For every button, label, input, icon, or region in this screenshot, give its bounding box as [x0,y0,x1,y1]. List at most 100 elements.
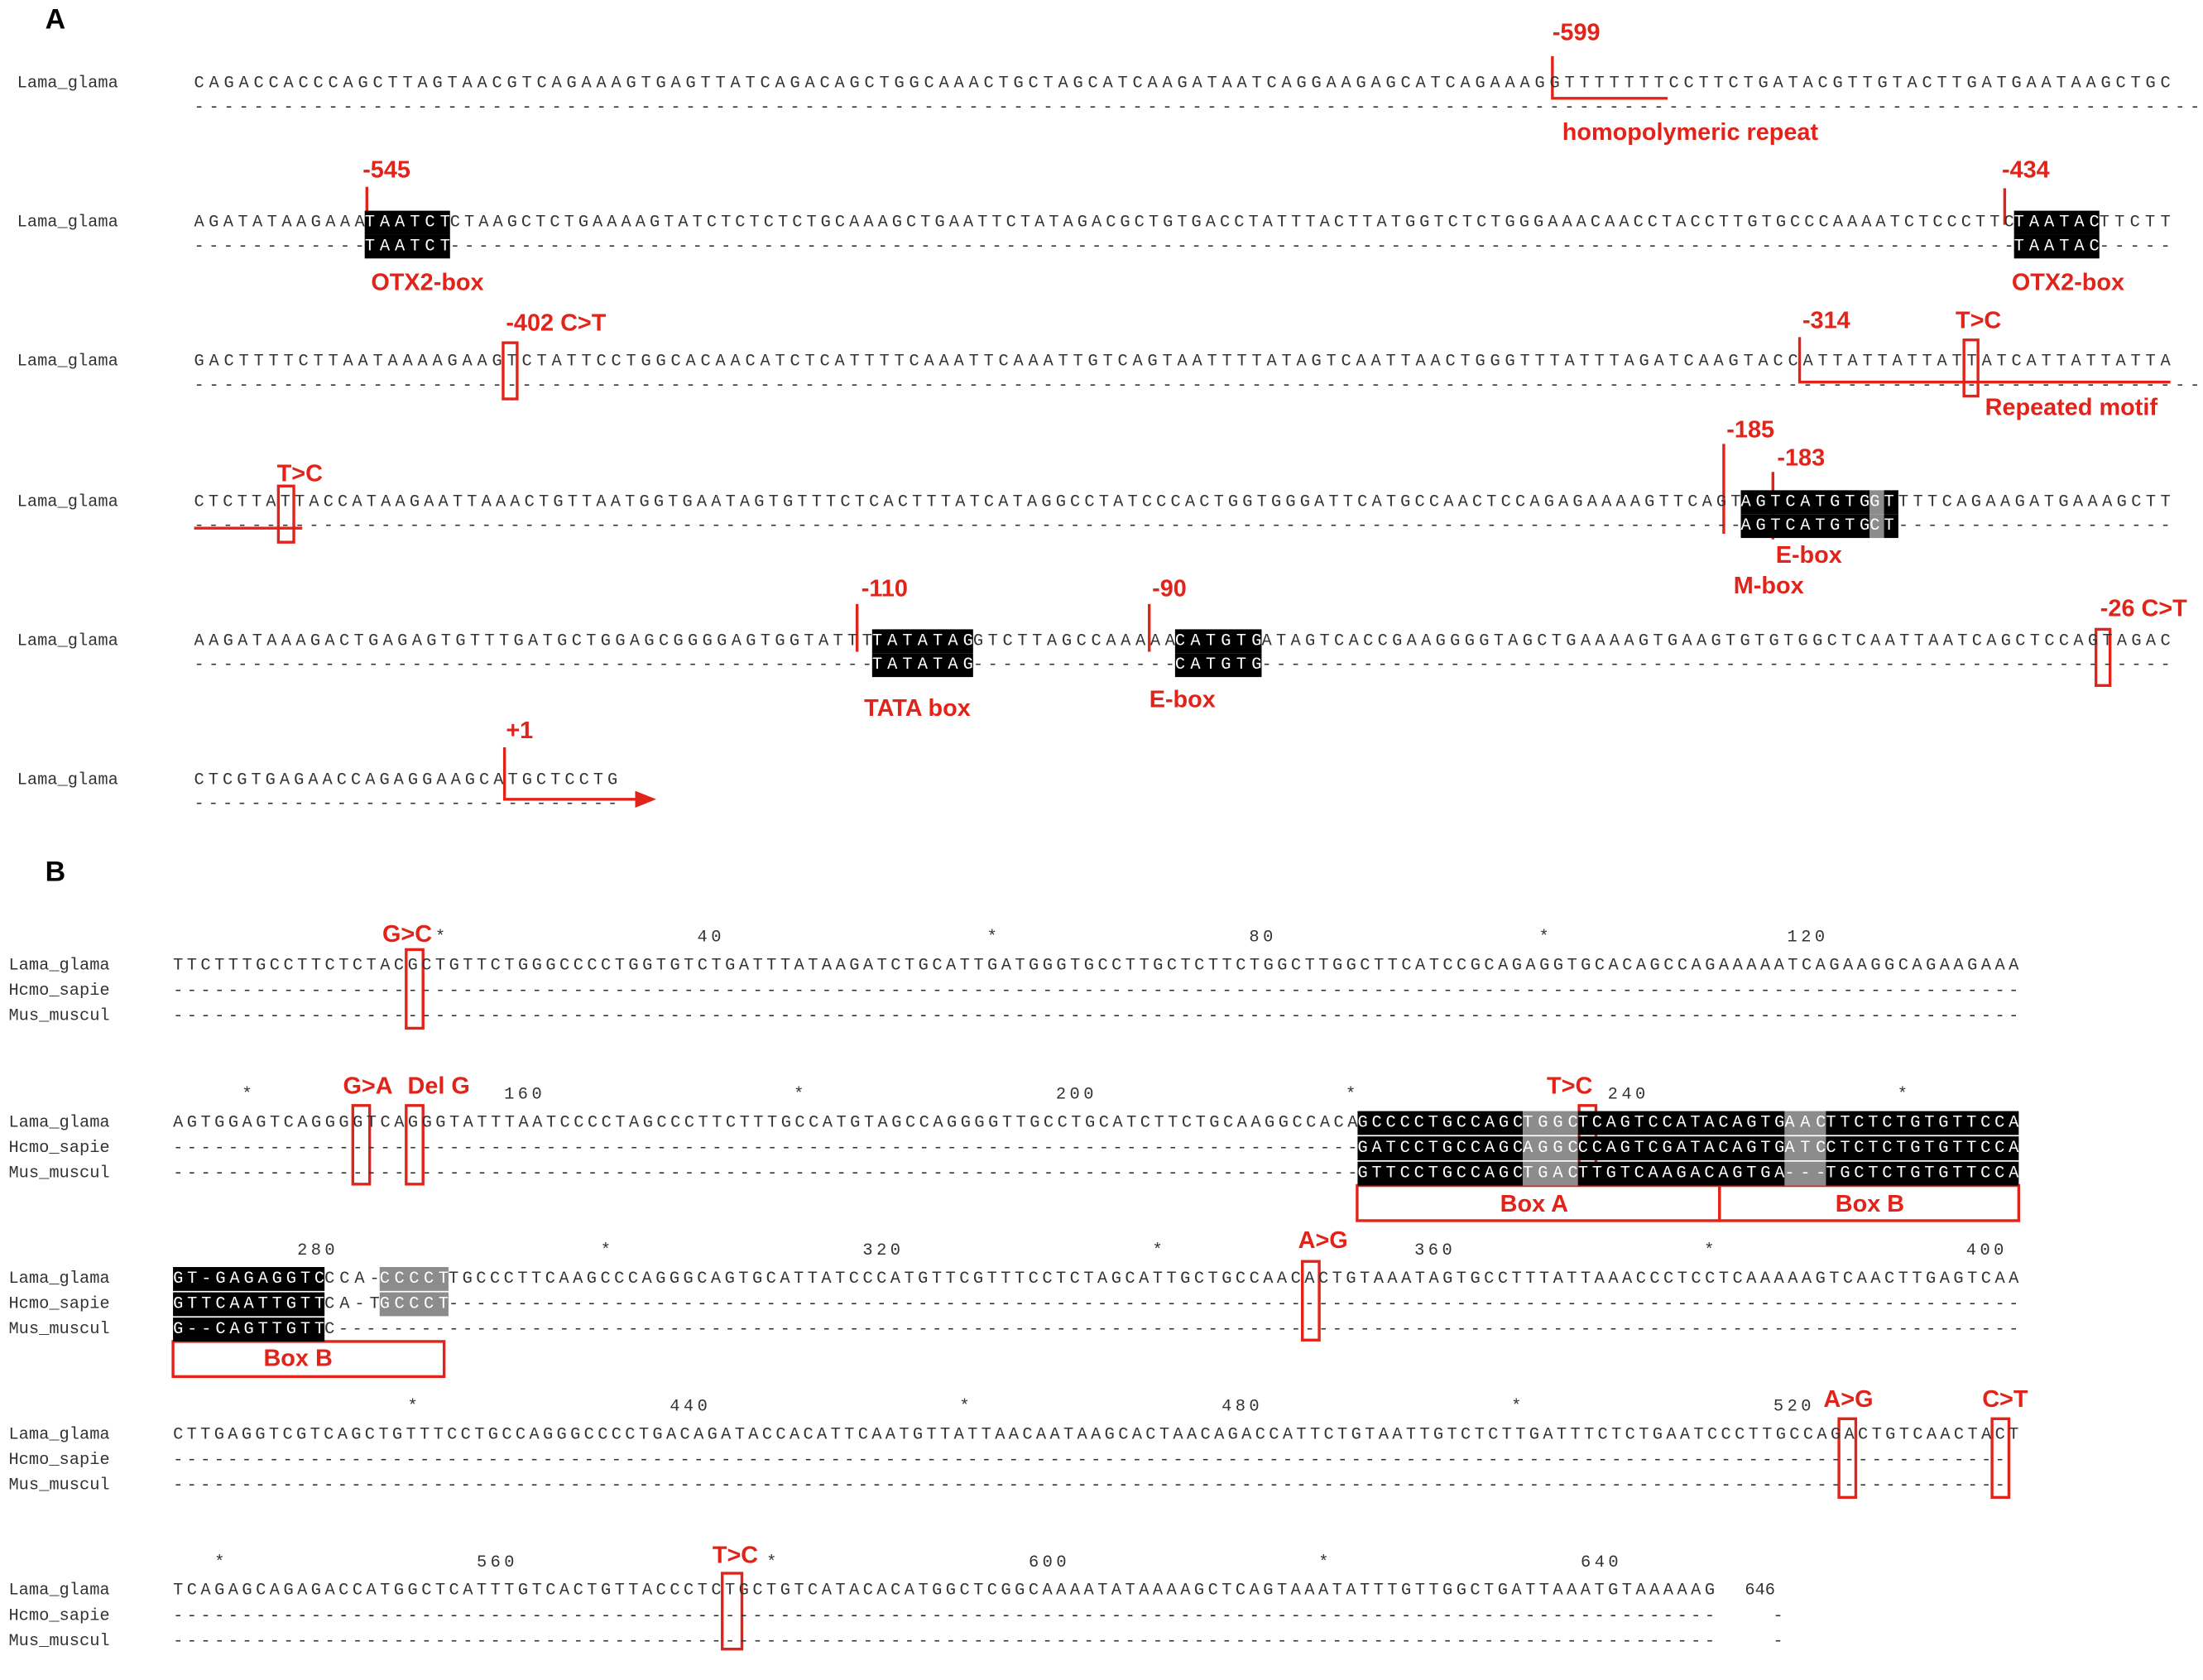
sequence: TGCCCTTCAAGCCCAGGGCAGTGCATTATCCCATGTTCGT… [449,1270,2019,1289]
species-name: Lama_glama [17,214,118,233]
sequence: TTTCAGAAGATGAAAGCTT [1898,492,2171,511]
species-name: Lama_glama [8,956,109,975]
sequence: T [1884,516,1894,535]
sequence: AGATATAAGAAA [194,214,366,233]
sequence: ----------------------------------------… [173,1451,2005,1470]
species-name: Mus_muscul [8,1476,109,1495]
species-name: Hcmo_sapie [8,1139,109,1158]
species-name: Mus_muscul [8,1320,109,1339]
sequence: ATC [1784,1139,1826,1158]
snp-box [405,948,425,1030]
sequence: ----------------------------------------… [173,1007,2018,1026]
highlight [364,210,450,235]
annotation: T>C [1547,1073,1592,1099]
sequence: ----------------------------------------… [194,376,2203,395]
annotation: G>A [343,1073,392,1099]
species-name: Lama_glama [17,353,118,372]
annotation: T>C [277,460,323,487]
sequence: T [1884,492,1894,511]
highlight [1357,1161,1524,1186]
highlight [1577,1111,1785,1135]
highlight [1740,514,1870,539]
highlight [1523,1136,1578,1160]
ruler: * 440 * 480 * 520 [173,1397,1811,1416]
sequence: GACTTTTCTTAATAAAAGAAGTCTATTCCTGGCACAACAT… [194,353,2172,372]
snp-box [1301,1260,1321,1342]
annotation-shapes [171,55,2171,1651]
snp-box [351,1104,372,1186]
highlight [1869,514,1884,539]
sequence: GCCCT [380,1294,449,1313]
highlight [1884,514,1898,539]
sequence: CTTGAGGTCGTCAGCTGTTTCCTGCCAGGGCCCCTGACAG… [173,1425,2018,1444]
highlight [1784,1161,1826,1186]
highlight [1740,490,1870,515]
sequence: AGTGGAGTCAGGGGTCAGGGTATTTAATCCCCTAGCCCTT… [173,1114,1358,1133]
highlight [1784,1136,1826,1160]
annotation: Box B [1836,1191,1904,1217]
annotation: Repeated motif [1985,395,2158,421]
annotation: C>T [1982,1386,2028,1413]
highlight [379,1266,449,1291]
species-name: Hcmo_sapie [8,1451,109,1470]
snp-box [276,484,295,544]
sequence: G--CAGTTGTT [173,1320,324,1339]
sequence: CTCTTATTACCATAAGAATTAAACTGTTAATGGTGAATAG… [194,492,1741,511]
snp-box [405,1104,425,1186]
annotation: E-box [1776,542,1842,569]
snp-box [502,341,519,401]
annotation: +1 [506,718,533,744]
highlight [1826,1136,2019,1160]
highlight [2013,210,2100,235]
sequence: TTGTCAAGACAGTGA [1578,1164,1785,1183]
species-name: Mus_muscul [8,1632,109,1651]
sequence: AGTCATGTG [1741,492,1870,511]
annotation: A>G [1823,1386,1873,1413]
species-name: Lama_glama [8,1425,109,1444]
sequence: TCAGTCCATACAGTG [1578,1114,1785,1133]
sequence: ----------------------------------------… [194,516,1741,535]
highlight [173,1292,325,1317]
highlight [1826,1161,2019,1186]
highlight [871,653,973,678]
highlight [1577,1136,1785,1160]
species-name: Lama_glama [17,770,118,790]
sequence: TATATAG [872,631,973,650]
annotation: homopolymeric repeat [1562,119,1819,146]
sequence: GTTCAATTGTT [173,1294,324,1313]
bracket [1551,55,1668,100]
annotation: -110 [862,576,908,602]
ruler: * 560 * 600 * 640 [173,1553,1619,1572]
highlight [1174,629,1262,654]
arrow-head [635,790,656,808]
sequence: ----------------------------------------… [194,98,2203,117]
annotation: G>C [382,921,432,948]
highlight [1826,1111,2019,1135]
sequence: ----------------------------------------… [173,1632,1715,1651]
highlight [1884,490,1898,515]
sequence: TCAGAGCAGAGACCATGGCTCATTTGTCACTGTTACCCTC… [173,1582,1715,1601]
species-name: Lama_glama [17,74,118,94]
annotation: OTX2-box [2012,269,2124,295]
sequence: GT-GAGAGGTC [173,1270,324,1289]
annotation: E-box [1149,687,1216,713]
species-name: Lama_glama [8,1270,109,1289]
species-name: Hcmo_sapie [8,1606,109,1625]
annotation: TATA box [864,695,971,722]
annotation: -26 C>T [2100,595,2187,622]
highlight [2013,234,2100,259]
species-name: Mus_muscul [8,1007,109,1026]
ruler: 280 * 320 * 360 * 400 [173,1241,2004,1260]
sequence: ------------------- [1898,516,2171,535]
panel-label: B [46,857,66,888]
sequence: ----------------------------------------… [450,237,2014,256]
tss-arrow [502,746,640,801]
sequence: CA-T [324,1294,380,1313]
annotation: -314 [1802,307,1850,334]
sequence: ----------------------------------------… [1261,655,2170,674]
annotation: -185 [1726,417,1774,444]
sequence: ----------------------------------------… [173,1476,2005,1495]
sequence: TATATAG [872,655,973,674]
sequence: TTCTTTGCCTTCTCTACGCTGTTCTGGGCCCCTGGTGTCT… [173,956,2019,975]
